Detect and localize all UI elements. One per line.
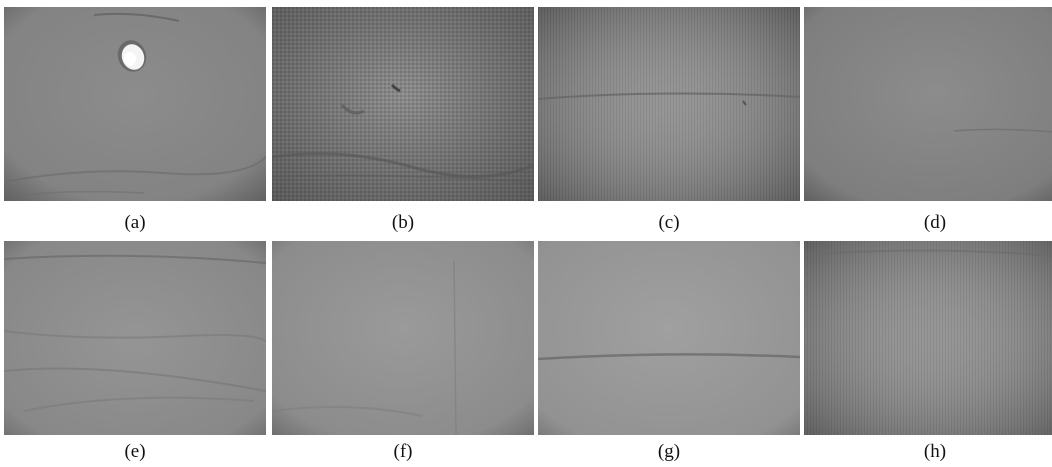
caption-b: (b) xyxy=(391,212,415,233)
fabric-image-a xyxy=(4,7,266,201)
fabric-image-h xyxy=(804,241,1052,435)
caption-a: (a) xyxy=(124,212,146,233)
fabric-image-c xyxy=(538,7,800,201)
caption-f: (f) xyxy=(393,441,413,462)
fabric-image-e xyxy=(4,241,266,435)
fabric-image-b xyxy=(272,7,534,201)
fabric-image-f xyxy=(272,241,534,435)
fabric-image-d xyxy=(804,7,1052,201)
caption-e: (e) xyxy=(124,441,146,462)
fabric-image-g xyxy=(538,241,800,435)
caption-g: (g) xyxy=(657,441,681,462)
caption-c: (c) xyxy=(658,212,680,233)
caption-h: (h) xyxy=(923,441,947,462)
caption-d: (d) xyxy=(923,212,947,233)
